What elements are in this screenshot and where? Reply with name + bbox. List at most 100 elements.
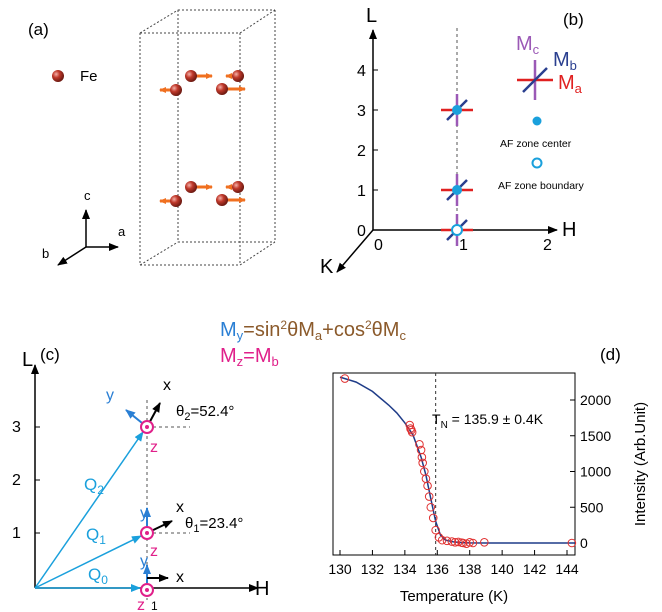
fe-atom (232, 70, 244, 82)
data-point (458, 538, 468, 548)
data-point (480, 537, 489, 547)
fe-atom (232, 181, 244, 193)
panel-b: (b) L H K 0 1 2 3 4 0 1 2 (320, 5, 585, 278)
tn-annotation: TN = 135.9 ± 0.4K (432, 411, 544, 431)
fe-atoms-upper (159, 70, 246, 96)
data-point (450, 537, 460, 547)
axis-L-label: L (22, 349, 33, 371)
l-tick: 1 (357, 183, 366, 200)
mc-label: Mc (516, 33, 540, 57)
y-tick-label: 1000 (580, 464, 611, 480)
axis-H-label: H (562, 219, 576, 241)
x-tick-label: 140 (490, 561, 514, 577)
h-tick: 0 (374, 237, 383, 254)
data-points (340, 374, 577, 549)
mz-formula: Mz=Mb (220, 345, 279, 369)
x-tick-label: 130 (328, 561, 352, 577)
x-tick-label: 134 (393, 561, 417, 577)
svg-text:y: y (140, 553, 148, 570)
panel-d-label: (d) (600, 345, 621, 364)
panel-a-label: (a) (28, 20, 49, 39)
l-tick: 3 (12, 419, 21, 436)
svg-text:y: y (106, 387, 114, 404)
l-tick: 2 (12, 472, 21, 489)
panel-d: (d) 130 132 134 136 138 140 142 144 0 500 1000 150… (328, 345, 649, 605)
mb-label: Mb (553, 49, 577, 73)
frame-q0: y x z 1 (137, 553, 184, 612)
y-tick-label: 1500 (580, 428, 611, 444)
q2-label: Q2 (84, 475, 104, 497)
h-tick: 2 (543, 237, 552, 254)
data-point (437, 535, 447, 545)
data-point (431, 525, 440, 535)
af-center-label: AF zone center (500, 138, 572, 150)
l-tick: 4 (357, 63, 366, 80)
h-tick: 1 (459, 237, 468, 254)
l-tick: 2 (357, 143, 366, 160)
theta1-label: θ1=23.4° (185, 515, 243, 535)
svg-text:x: x (176, 499, 184, 516)
axis-b-label: b (42, 246, 49, 261)
frame-q1: y x z θ1=23.4° (140, 499, 243, 560)
data-point (447, 537, 457, 546)
formula: My=sin2θMa+cos2θMc Mz=Mb (220, 318, 406, 369)
fe-atom (216, 194, 228, 206)
svg-text:z: z (137, 597, 145, 612)
y-tick-label: 500 (580, 499, 604, 515)
theta2-label: θ2=52.4° (176, 403, 234, 423)
y-ticks: 0 500 1000 1500 2000 (570, 392, 611, 551)
svg-text:y: y (140, 505, 148, 522)
svg-text:z: z (150, 543, 158, 560)
axis-L-label: L (366, 5, 377, 27)
axis-c-label: c (84, 188, 91, 203)
moment-legend (517, 60, 553, 100)
x-axis-label: Temperature (K) (400, 588, 508, 605)
q1-label: Q1 (86, 525, 106, 547)
unit-cell (139, 9, 276, 266)
data-point (465, 537, 475, 547)
moment-crosses (441, 94, 473, 246)
x-tick-label: 136 (426, 561, 450, 577)
data-point (340, 374, 350, 383)
frame-q2: y x z θ2=52.4° (106, 377, 234, 456)
panel-a: (a) Fe (28, 9, 276, 266)
data-point (426, 502, 436, 512)
af-center-marker (532, 116, 542, 126)
l-tick: 3 (357, 103, 366, 120)
svg-text:z: z (150, 439, 158, 456)
data-point (428, 513, 438, 523)
fe-atom (170, 84, 182, 96)
x-tick-label: 132 (361, 561, 385, 577)
panel-b-label: (b) (563, 10, 584, 29)
data-point (418, 458, 427, 468)
data-point (468, 538, 478, 548)
y-axis-label: Intensity (Arb.Unit) (632, 402, 649, 526)
my-formula: My=sin2θMa+cos2θMc (220, 318, 406, 343)
fe-atom (185, 70, 197, 82)
l-tick: 0 (357, 223, 366, 240)
af-boundary-marker (531, 157, 543, 169)
data-point (442, 536, 452, 546)
x-ticks: 130 132 134 136 138 140 142 144 (328, 550, 579, 577)
axis-H-label: H (255, 578, 269, 600)
data-point (407, 427, 417, 437)
ma-label: Ma (558, 72, 583, 96)
panel-c-label: (c) (40, 345, 60, 364)
panel-c: (c) L H 1 2 3 Q0 Q1 Q2 (12, 345, 269, 612)
fe-legend-label: Fe (80, 68, 98, 85)
svg-text:x: x (176, 569, 184, 586)
fe-legend-atom (52, 70, 64, 82)
fe-atom (185, 181, 197, 193)
y-tick-label: 0 (580, 535, 588, 551)
data-point (423, 481, 432, 491)
plot-frame (332, 372, 576, 556)
axis-a-label: a (118, 224, 126, 239)
svg-text:1: 1 (151, 599, 158, 612)
af-boundary-label: AF zone boundary (498, 180, 585, 192)
q0-label: Q0 (88, 565, 108, 587)
fe-atoms-lower (159, 181, 246, 207)
data-point (417, 452, 427, 462)
fe-atom (170, 195, 182, 207)
fit-curve (339, 376, 575, 544)
